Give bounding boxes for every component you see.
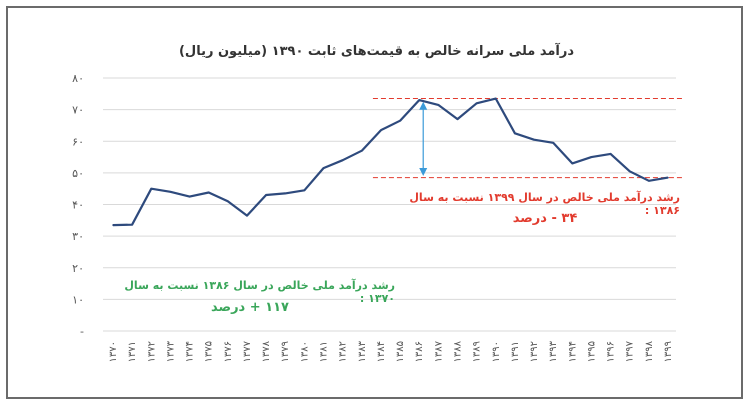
data-point <box>265 194 267 196</box>
x-axis-ticks: ۱۳۷۰ ۱۳۷۱ ۱۳۷۲ ۱۳۷۳ ۱۳۷۴ ۱۳۷۵ ۱۳۷۶ ۱۳۷۷ ۱۳۷۸ ۱۳۷۹… <box>108 340 674 362</box>
data-point <box>571 162 574 165</box>
chart-title: درآمد ملی سرانه خالص به قیمت‌های ثابت ۱۳… <box>178 44 575 59</box>
data-point <box>590 156 593 158</box>
data-point <box>150 187 153 190</box>
grid-lines <box>103 77 676 332</box>
data-point <box>246 214 248 217</box>
x-tick-label: ۱۳۷۴ <box>185 341 196 362</box>
growth-annotation-value: ۱۱۷ + درصد <box>211 300 289 315</box>
x-tick-label: ۱۳۸۵ <box>395 341 406 362</box>
x-tick-label: ۱۳۸۶ <box>414 341 425 362</box>
decline-annotation-text: رشد درآمد ملی خالص در سال ۱۳۹۹ نسبت به س… <box>409 191 680 217</box>
data-point <box>418 99 421 101</box>
x-tick-label: ۱۳۸۰ <box>299 341 310 362</box>
x-tick-label: ۱۳۹۹ <box>663 341 674 362</box>
y-tick-label: ۱۰ <box>72 293 84 306</box>
x-tick-label: ۱۳۷۳ <box>165 340 176 362</box>
x-tick-label: ۱۳۷۹ <box>280 341 291 362</box>
reference-lines <box>372 98 682 179</box>
data-point <box>188 195 191 198</box>
x-tick-label: ۱۳۷۰ <box>108 341 119 362</box>
data-point <box>380 129 382 131</box>
data-point <box>456 118 459 120</box>
x-tick-label: ۱۳۸۳ <box>357 340 368 362</box>
y-tick-label: ۴۰ <box>72 199 84 212</box>
y-axis-ticks: - ۱۰ ۲۰ ۳۰ ۴۰ ۵۰ ۶۰ ۷۰ ۸۰ <box>72 72 84 338</box>
x-tick-label: ۱۳۹۳ <box>548 340 559 362</box>
x-tick-label: ۱۳۷۶ <box>223 341 234 362</box>
x-tick-label: ۱۳۷۲ <box>146 341 157 362</box>
y-tick-label: ۳۰ <box>72 230 84 243</box>
x-tick-label: ۱۳۸۸ <box>452 340 463 362</box>
y-tick-label: ۲۰ <box>72 262 84 275</box>
data-point <box>514 132 516 135</box>
data-point <box>494 97 497 100</box>
data-point <box>227 200 229 203</box>
data-point <box>609 153 612 155</box>
data-point <box>322 167 325 169</box>
x-tick-label: ۱۳۹۷ <box>625 340 636 362</box>
x-tick-label: ۱۳۸۷ <box>433 340 444 362</box>
data-point <box>437 104 440 106</box>
x-tick-label: ۱۳۸۱ <box>319 341 330 362</box>
data-point <box>648 179 650 182</box>
data-point <box>475 102 478 105</box>
chart-frame <box>6 6 743 399</box>
data-point <box>533 138 535 141</box>
data-point <box>112 224 114 226</box>
x-tick-label: ۱۳۹۴ <box>567 341 578 362</box>
x-tick-label: ۱۳۷۱ <box>127 341 138 362</box>
x-tick-label: ۱۳۸۴ <box>376 341 387 362</box>
decline-annotation-value: ۳۴ - درصد <box>512 211 578 226</box>
series-line <box>112 97 669 227</box>
data-point <box>169 191 172 193</box>
data-point <box>207 191 210 194</box>
arrow-head-down <box>419 168 428 177</box>
data-point <box>303 189 306 192</box>
x-tick-label: ۱۳۹۸ <box>644 340 655 362</box>
x-tick-label: ۱۳۸۲ <box>338 341 349 362</box>
x-tick-label: ۱۳۹۵ <box>586 341 597 362</box>
x-tick-label: ۱۳۷۵ <box>204 341 215 362</box>
data-point <box>552 142 554 144</box>
x-tick-label: ۱۳۹۱ <box>510 341 521 362</box>
growth-annotation-text: رشد درآمد ملی خالص در سال ۱۳۸۶ نسبت به س… <box>124 279 395 305</box>
y-tick-label: ۷۰ <box>72 104 84 117</box>
y-tick-label: ۵۰ <box>72 167 84 180</box>
series-line-path <box>112 97 669 227</box>
data-point <box>667 176 669 179</box>
data-point <box>131 223 133 226</box>
x-tick-label: ۱۳۹۲ <box>529 341 540 362</box>
x-tick-label: ۱۳۷۸ <box>261 340 272 362</box>
data-point <box>284 192 287 195</box>
y-tick-label: ۸۰ <box>72 72 84 85</box>
x-tick-label: ۱۳۸۹ <box>472 341 483 362</box>
data-point <box>628 170 631 173</box>
change-arrow <box>419 101 428 177</box>
x-tick-label: ۱۳۹۰ <box>491 341 502 362</box>
data-point <box>360 149 363 152</box>
data-point <box>341 159 344 162</box>
y-tick-label: - <box>80 325 84 338</box>
x-tick-label: ۱۳۷۷ <box>242 340 253 362</box>
data-point <box>399 119 401 122</box>
y-tick-label: ۶۰ <box>72 135 84 148</box>
x-tick-label: ۱۳۹۶ <box>606 341 617 362</box>
arrow-head-up <box>419 101 428 110</box>
